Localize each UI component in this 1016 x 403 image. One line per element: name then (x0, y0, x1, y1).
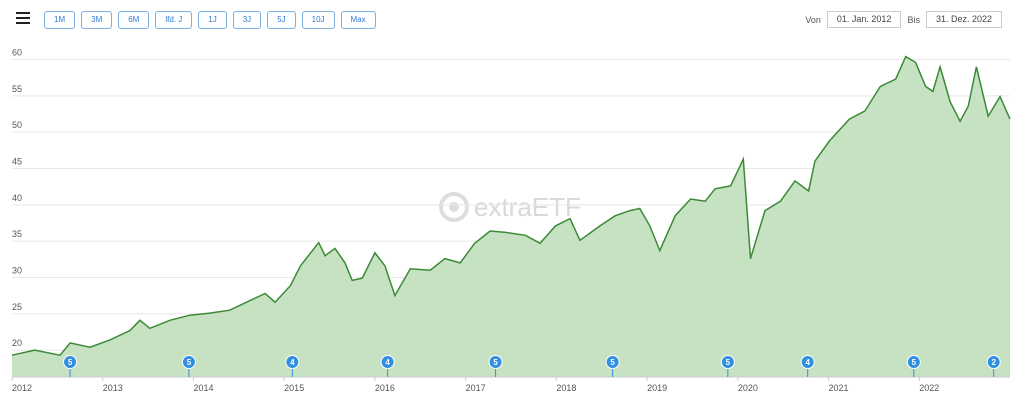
range-buttons: 1M 3M 6M lfd. J 1J 3J 5J 10J Max (44, 11, 376, 29)
event-dot (605, 355, 620, 369)
y-tick-label: 30 (12, 265, 22, 275)
range-button[interactable]: 1M (44, 11, 76, 29)
date-range: Von 01. Jan. 2012 Bis 31. Dez. 2022 (805, 11, 1002, 28)
from-label: Von (805, 14, 821, 25)
event-dot (906, 355, 921, 369)
event-marker: 4 (380, 355, 395, 377)
watermark: extraETF (474, 192, 581, 222)
event-label: 5 (912, 358, 917, 367)
event-marker: 5 (181, 355, 196, 377)
event-marker: 4 (800, 355, 815, 377)
event-label: 5 (610, 358, 615, 367)
event-marker: 5 (488, 355, 503, 377)
range-button[interactable]: 10J (301, 11, 335, 29)
x-tick-label: 2019 (647, 383, 667, 393)
x-tick-label: 2022 (919, 383, 939, 393)
watermark-logo (439, 192, 469, 222)
range-button[interactable]: 5J (267, 11, 296, 29)
y-tick-label: 50 (12, 120, 22, 130)
x-tick-label: 2015 (284, 383, 304, 393)
x-tick-label: 2021 (829, 383, 849, 393)
x-tick-label: 2012 (12, 383, 32, 393)
event-dot (800, 355, 815, 369)
event-dot (285, 355, 300, 369)
x-tick-label: 2020 (738, 383, 758, 393)
event-marker: 5 (63, 355, 78, 377)
event-dot (720, 355, 735, 369)
range-button[interactable]: 3M (81, 11, 113, 29)
y-tick-label: 60 (12, 48, 22, 58)
area-fill (12, 56, 1010, 377)
to-label: Bis (907, 14, 920, 25)
event-label: 5 (726, 358, 731, 367)
event-label: 5 (68, 358, 73, 367)
to-input[interactable]: 31. Dez. 2022 (925, 11, 1002, 28)
x-tick-label: 2017 (466, 383, 486, 393)
event-dot (986, 355, 1001, 369)
price-line (11, 55, 1011, 357)
range-button[interactable]: 3J (232, 11, 262, 29)
event-dot (488, 355, 503, 369)
x-tick-label: 2013 (103, 383, 123, 393)
event-label: 2 (991, 358, 996, 367)
event-label: 4 (385, 358, 390, 367)
event-label: 5 (493, 358, 498, 367)
y-tick-label: 45 (12, 157, 22, 167)
x-tick-label: 2016 (375, 383, 395, 393)
menu-icon[interactable] (16, 12, 30, 27)
watermark-logo-dot (449, 202, 459, 212)
event-marker: 5 (906, 355, 921, 377)
range-button[interactable]: 6M (118, 11, 150, 29)
x-tick-label: 2018 (556, 383, 576, 393)
y-tick-label: 20 (12, 338, 22, 348)
from-input[interactable]: 01. Jan. 2012 (826, 11, 902, 28)
event-dot (63, 355, 78, 369)
event-label: 4 (805, 358, 810, 367)
event-label: 5 (187, 358, 192, 367)
event-marker: 5 (605, 355, 620, 377)
y-tick-label: 40 (12, 193, 22, 203)
range-button[interactable]: Max (340, 11, 376, 29)
y-tick-label: 25 (12, 302, 22, 312)
y-tick-label: 55 (12, 84, 22, 94)
x-tick-label: 2014 (193, 383, 213, 393)
event-marker: 5 (720, 355, 735, 377)
event-dot (380, 355, 395, 369)
event-dot (181, 355, 196, 369)
y-tick-label: 35 (12, 229, 22, 239)
range-button[interactable]: lfd. J (155, 11, 193, 29)
event-marker: 2 (986, 355, 1001, 377)
range-button[interactable]: 1J (198, 11, 227, 29)
event-label: 4 (290, 358, 295, 367)
event-marker: 4 (285, 355, 300, 377)
